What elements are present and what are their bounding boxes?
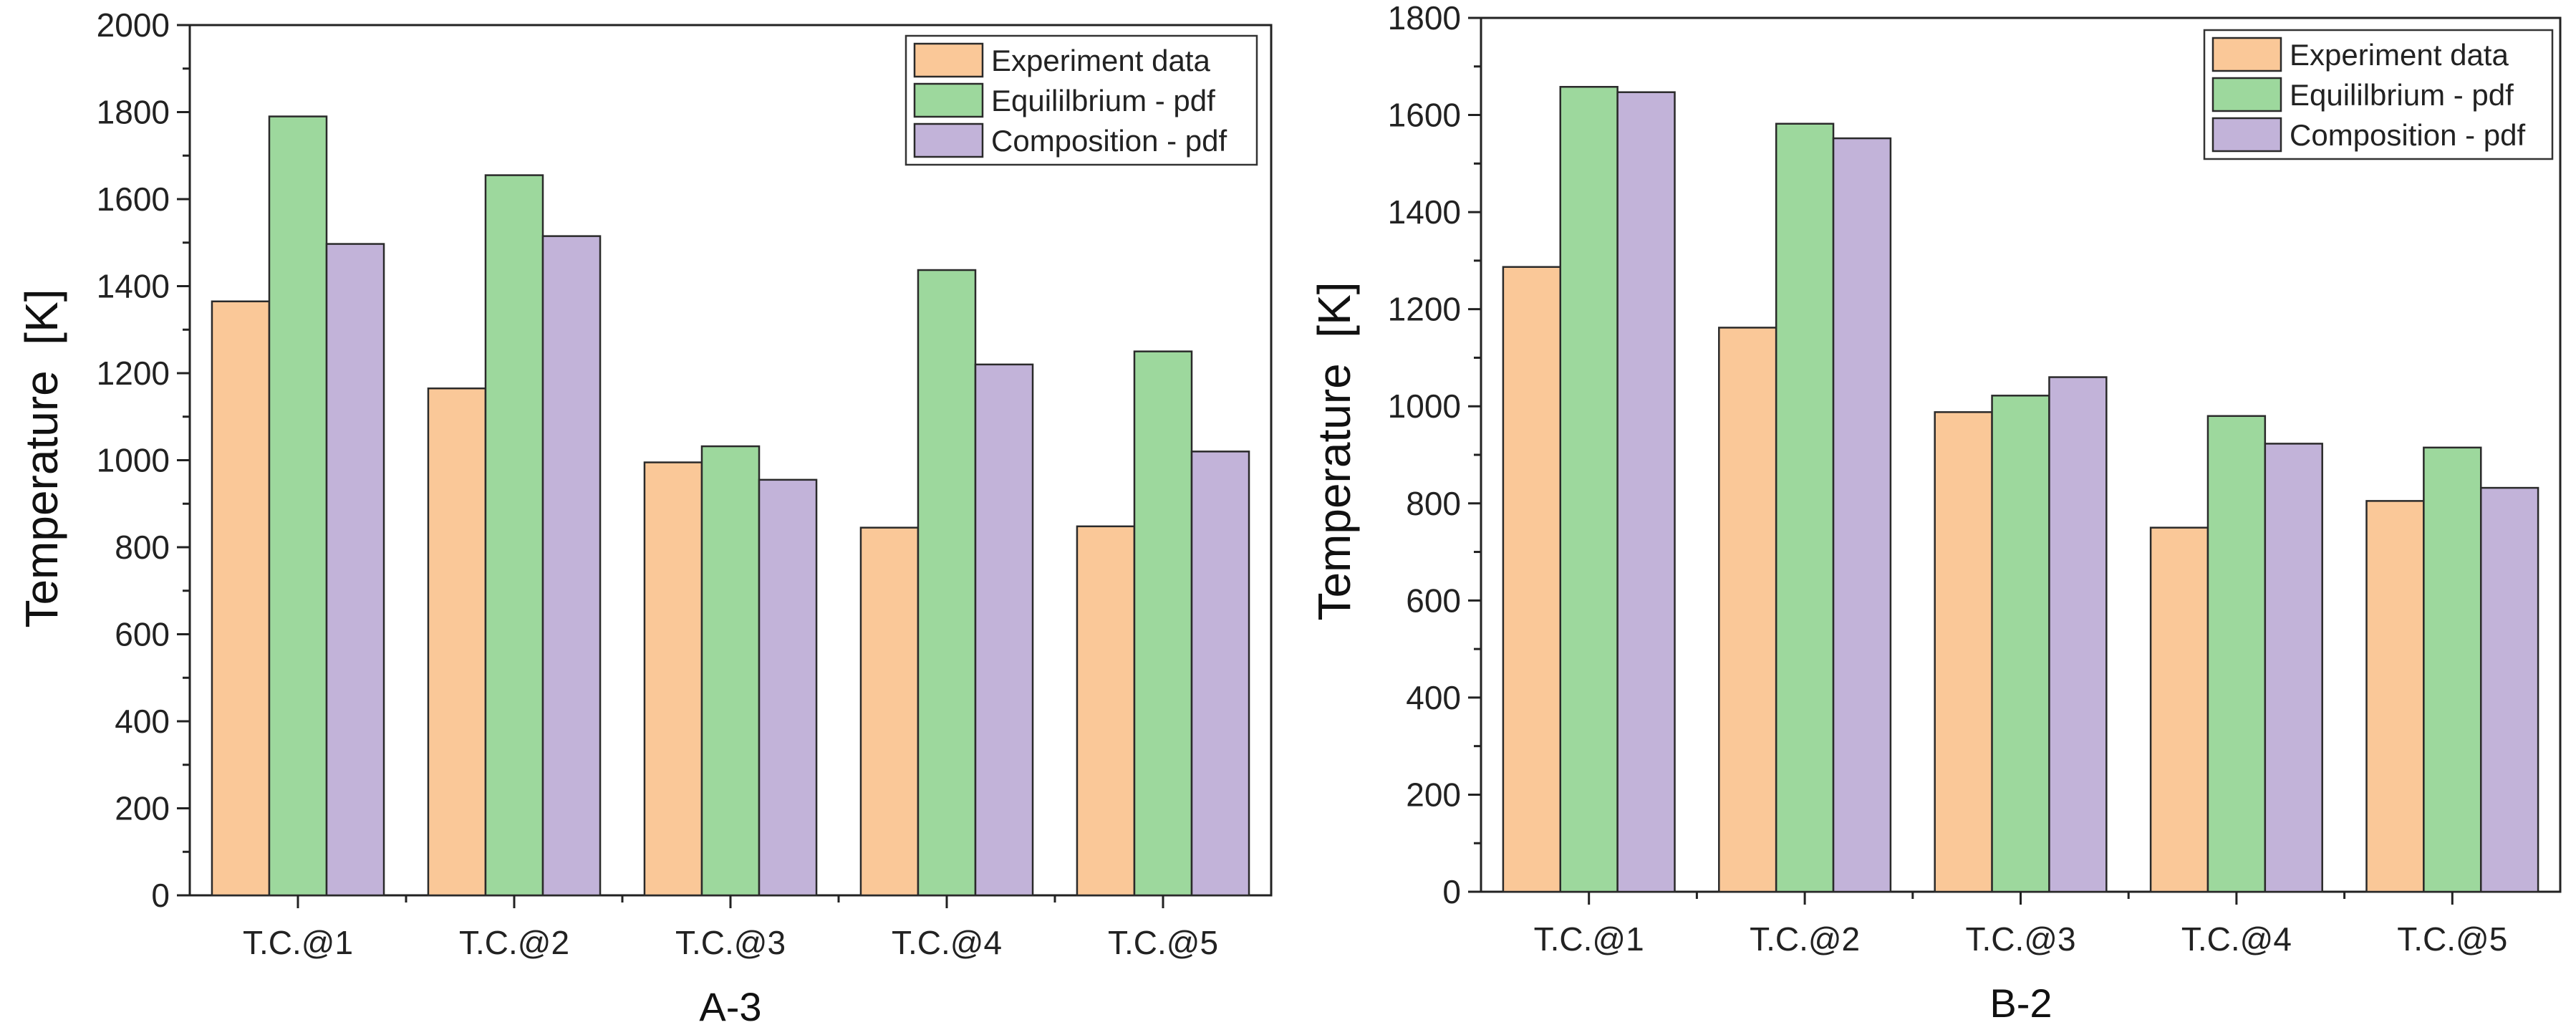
bar (325, 243, 385, 897)
y-axis-title: Temperature [K] (16, 289, 67, 627)
bar (1502, 266, 1562, 893)
bar (2365, 500, 2425, 893)
bar (859, 526, 920, 897)
bar (268, 115, 328, 897)
legend: Experiment data Equililbrium - pdf Composi… (2203, 29, 2554, 160)
y-tick-label: 1000 (1388, 387, 1461, 425)
legend-label: Equililbrium - pdf (2290, 78, 2514, 112)
legend-swatch (2211, 37, 2282, 72)
bar (2149, 526, 2209, 893)
legend-swatch (913, 122, 984, 158)
legend-swatch (2211, 117, 2282, 153)
legend-swatch (913, 42, 984, 78)
chart-b2: 0 200 400 600 800 1000 1200 1400 1600 1800 T.C.@1 T… (1308, 0, 2562, 1026)
legend-swatch (913, 82, 984, 118)
legend-label: Experiment data (991, 44, 1210, 77)
bar (484, 174, 544, 897)
bar (1775, 122, 1835, 893)
y-tick-label: 400 (115, 703, 170, 740)
x-tick-label: T.C.@2 (459, 924, 569, 961)
y-tick-label: 1400 (97, 268, 170, 305)
x-axis-title: A-3 (699, 984, 761, 1029)
y-tick-label: 1000 (97, 442, 170, 479)
bar (1991, 395, 2050, 893)
bar (2048, 376, 2108, 893)
bar (427, 387, 487, 897)
bar (2206, 415, 2267, 893)
bar (1832, 137, 1892, 893)
bar (1616, 91, 1676, 893)
y-tick-label: 800 (1406, 485, 1461, 522)
bar (541, 235, 602, 897)
legend-label: Composition - pdf (2290, 118, 2525, 152)
y-tick-label: 800 (115, 529, 170, 566)
y-tick-label: 1400 (1388, 193, 1461, 231)
y-tick-label: 400 (1406, 679, 1461, 716)
y-tick-label: 1800 (97, 94, 170, 131)
bar (2423, 446, 2482, 893)
bar (1718, 327, 1777, 893)
legend: Experiment data Equililbrium - pdf Composi… (905, 34, 1258, 166)
y-tick-label: 1600 (1388, 97, 1461, 134)
legend-swatch (2211, 77, 2282, 112)
bar (1133, 350, 1193, 897)
y-axis-title: Temperature [K] (1308, 281, 1360, 620)
x-tick-label: T.C.@5 (2397, 920, 2507, 958)
legend-label: Experiment data (2290, 38, 2509, 72)
y-tick-label: 1200 (97, 355, 170, 392)
x-tick-label: T.C.@5 (1108, 924, 1218, 961)
bar (974, 363, 1034, 897)
bar (1934, 411, 1993, 893)
legend-label: Equililbrium - pdf (991, 84, 1215, 117)
bar (2479, 486, 2539, 893)
x-tick-label: T.C.@1 (243, 924, 353, 961)
y-tick-label: 1600 (97, 180, 170, 218)
y-tick-label: 0 (1442, 873, 1461, 910)
y-tick-label: 1200 (1388, 291, 1461, 328)
x-tick-label: T.C.@3 (675, 924, 786, 961)
x-tick-label: T.C.@4 (2181, 920, 2292, 958)
bar (758, 478, 818, 897)
y-tick-label: 200 (115, 790, 170, 827)
bar (211, 300, 271, 897)
y-tick-label: 600 (1406, 582, 1461, 619)
x-tick-label: T.C.@3 (1965, 920, 2075, 958)
bar (1190, 451, 1250, 897)
chart-a3: 0 200 400 600 800 1000 1200 1400 1600 1800 2000 T.C… (16, 6, 1273, 1029)
y-tick-label: 1800 (1388, 0, 1461, 37)
bar (917, 269, 977, 897)
legend-label: Composition - pdf (991, 124, 1227, 158)
x-tick-label: T.C.@1 (1534, 920, 1644, 958)
x-tick-label: T.C.@2 (1750, 920, 1860, 958)
y-tick-label: 200 (1406, 776, 1461, 813)
bar (643, 461, 703, 897)
y-tick-label: 600 (115, 616, 170, 653)
bar (1076, 525, 1136, 897)
bar (2264, 443, 2323, 893)
bar (1559, 85, 1619, 893)
y-tick-label: 0 (151, 877, 170, 914)
x-axis-title: B-2 (1989, 981, 2052, 1026)
y-tick-label: 2000 (97, 6, 170, 44)
bar (700, 445, 761, 897)
x-tick-label: T.C.@4 (892, 924, 1002, 961)
